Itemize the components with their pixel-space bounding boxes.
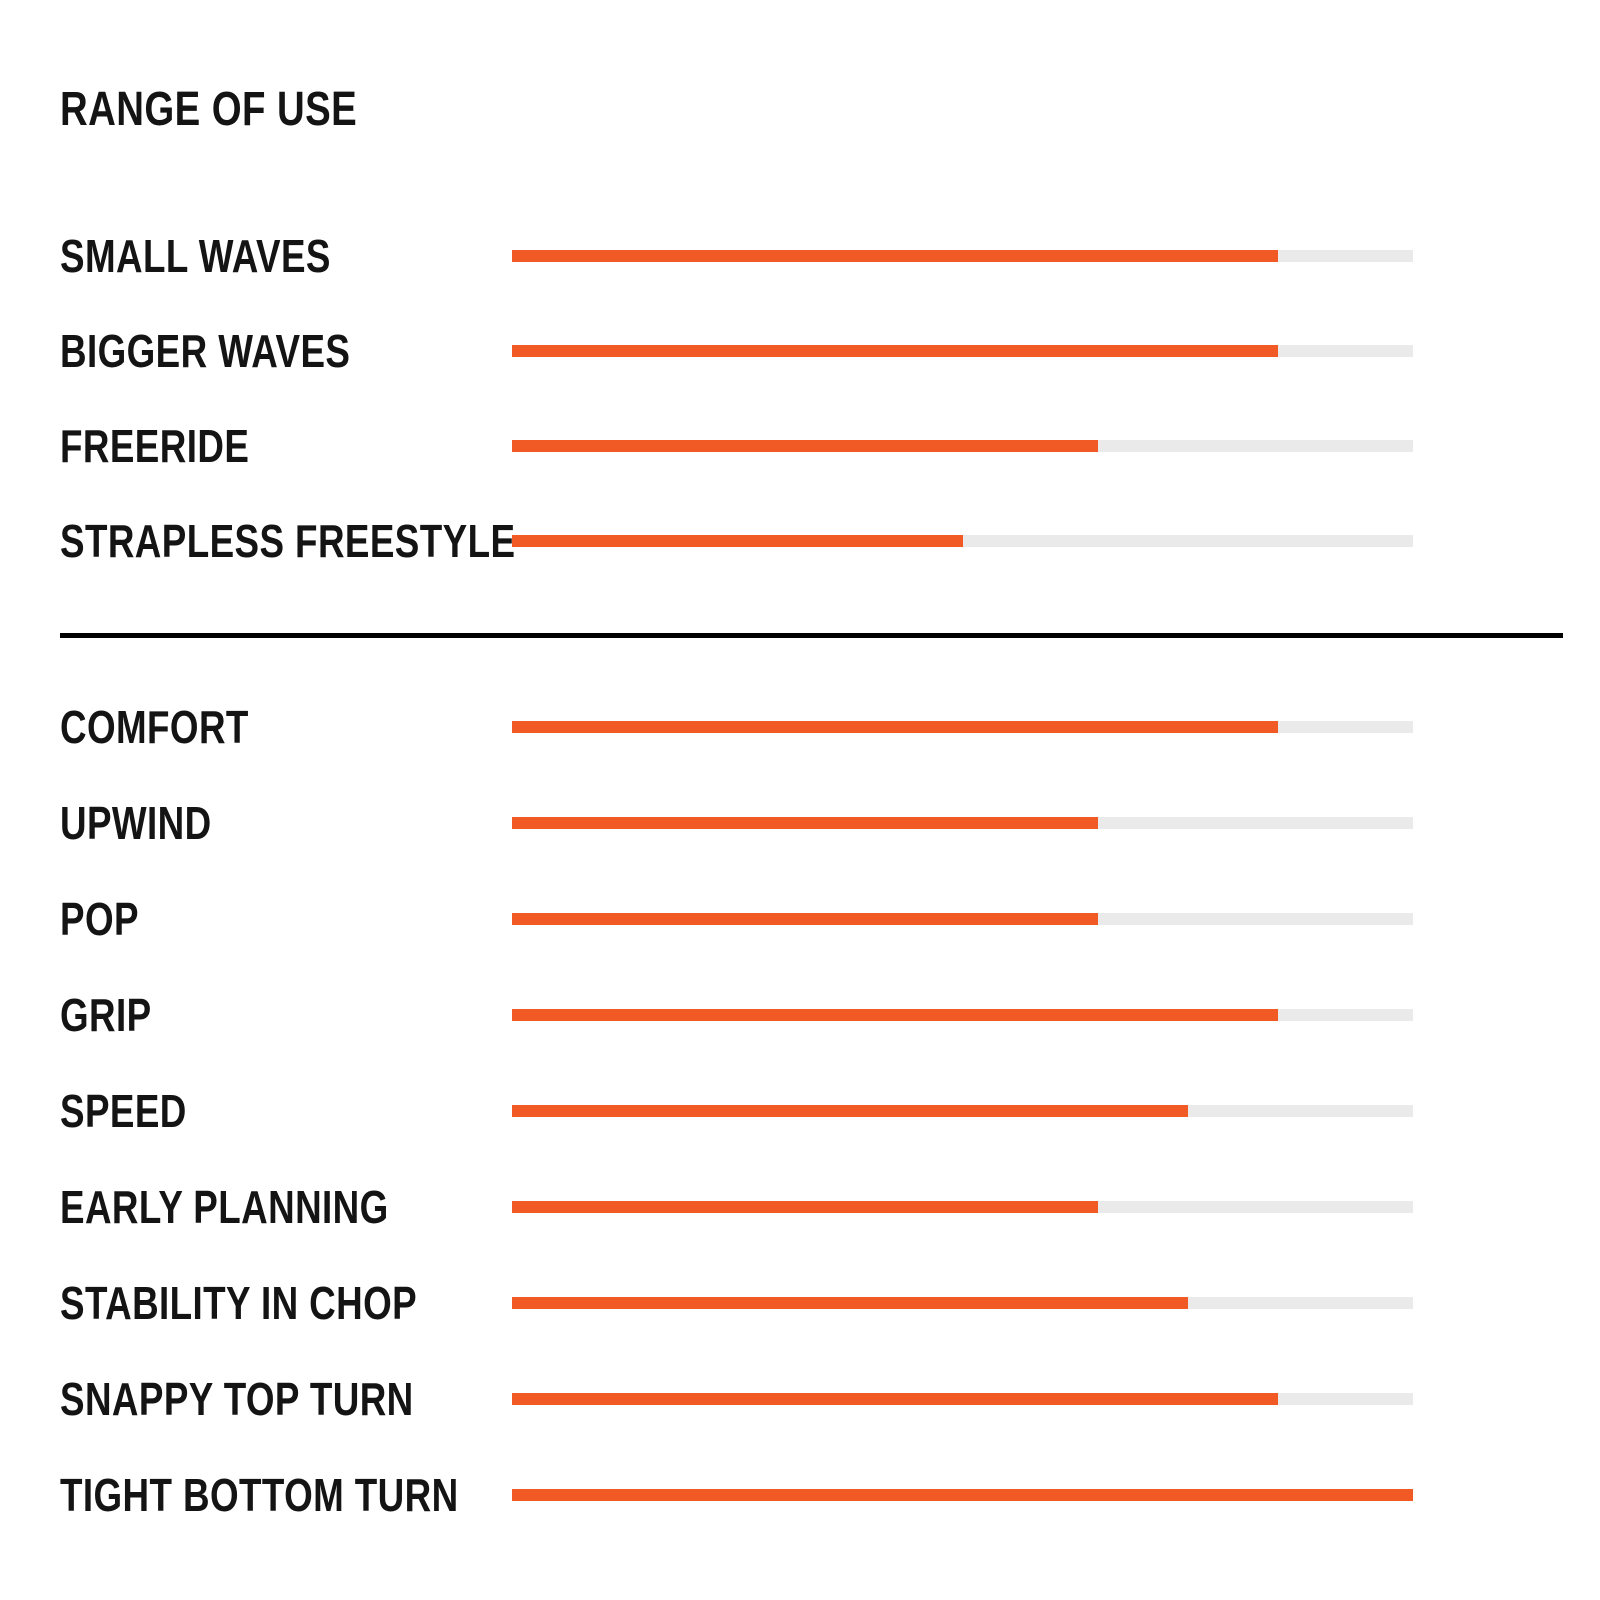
bar-track [512, 439, 1413, 452]
rating-row: EARLY PLANNING [0, 1159, 1600, 1255]
bar-track [512, 249, 1413, 262]
row-label-text: FREERIDE [60, 419, 250, 472]
row-label-text: TIGHT BOTTOM TURN [60, 1469, 459, 1521]
bar-fill [512, 534, 963, 547]
bar-track [512, 721, 1413, 733]
bar-fill [512, 344, 1278, 357]
row-label: SMALL WAVES [60, 233, 399, 279]
row-label: FREERIDE [60, 423, 297, 469]
bar-fill [512, 721, 1278, 733]
page-title-text: RANGE OF USE [60, 83, 358, 136]
rating-row: BIGGER WAVES [0, 303, 1600, 398]
rating-row: SNAPPY TOP TURN [0, 1351, 1600, 1447]
row-label-text: EARLY PLANNING [60, 1181, 389, 1233]
rating-row: UPWIND [0, 775, 1600, 871]
bar-track [512, 817, 1413, 829]
rating-row: FREERIDE [0, 398, 1600, 493]
row-label: UPWIND [60, 800, 250, 846]
bar-track [512, 1201, 1413, 1213]
rating-row: GRIP [0, 967, 1600, 1063]
row-label-text: UPWIND [60, 797, 212, 849]
rating-row: SMALL WAVES [0, 208, 1600, 303]
row-label: TIGHT BOTTOM TURN [60, 1472, 558, 1518]
row-label-text: SNAPPY TOP TURN [60, 1373, 414, 1425]
row-label: EARLY PLANNING [60, 1184, 471, 1230]
row-label: STRAPLESS FREESTYLE [60, 518, 629, 564]
row-label-text: SMALL WAVES [60, 229, 331, 282]
rating-row: STABILITY IN CHOP [0, 1255, 1600, 1351]
bar-fill [512, 439, 1098, 452]
row-label-text: POP [60, 893, 139, 945]
row-label: GRIP [60, 992, 174, 1038]
row-label-text: BIGGER WAVES [60, 324, 351, 377]
bar-fill [512, 1201, 1098, 1213]
row-label: STABILITY IN CHOP [60, 1280, 506, 1326]
bar-track [512, 1009, 1413, 1021]
rating-row: COMFORT [0, 679, 1600, 775]
bar-track [512, 1489, 1413, 1501]
bar-track [512, 344, 1413, 357]
row-label: SNAPPY TOP TURN [60, 1376, 502, 1422]
section-range-of-use: SMALL WAVES BIGGER WAVES FREERIDE [0, 208, 1600, 588]
page-title: RANGE OF USE [60, 86, 431, 134]
row-label-text: COMFORT [60, 701, 249, 753]
rating-row: SPEED [0, 1063, 1600, 1159]
bar-track [512, 534, 1413, 547]
bar-fill [512, 817, 1098, 829]
bar-track [512, 913, 1413, 925]
section-performance: COMFORT UPWIND POP GRIP [0, 679, 1600, 1543]
bar-track [512, 1393, 1413, 1405]
section-divider [60, 633, 1563, 638]
bar-fill [512, 913, 1098, 925]
bar-fill [512, 1393, 1278, 1405]
row-label-text: SPEED [60, 1085, 187, 1137]
bar-fill [512, 1009, 1278, 1021]
row-label-text: STABILITY IN CHOP [60, 1277, 418, 1329]
row-label-text: STRAPLESS FREESTYLE [60, 514, 516, 567]
row-label: POP [60, 896, 159, 942]
bar-fill [512, 1105, 1188, 1117]
rating-row: STRAPLESS FREESTYLE [0, 493, 1600, 588]
bar-fill [512, 1489, 1413, 1501]
row-label: SPEED [60, 1088, 218, 1134]
bar-track [512, 1297, 1413, 1309]
row-label: BIGGER WAVES [60, 328, 423, 374]
row-label: COMFORT [60, 704, 296, 750]
bar-track [512, 1105, 1413, 1117]
bar-fill [512, 249, 1278, 262]
rating-row: TIGHT BOTTOM TURN [0, 1447, 1600, 1543]
rating-row: POP [0, 871, 1600, 967]
row-label-text: GRIP [60, 989, 152, 1041]
bar-fill [512, 1297, 1188, 1309]
